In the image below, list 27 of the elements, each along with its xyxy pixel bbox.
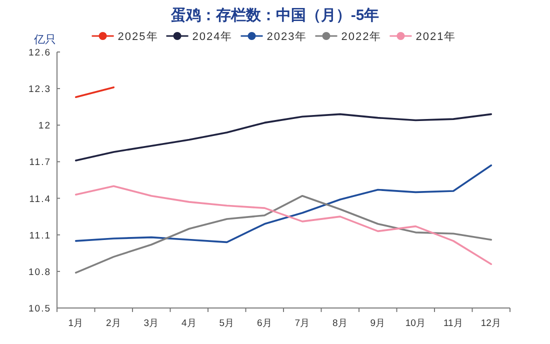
y-tick-label: 11.4: [29, 194, 51, 205]
x-tick-label: 7月: [294, 318, 310, 329]
legend-label: 2021年: [416, 31, 456, 43]
legend-label: 2024年: [192, 31, 233, 43]
legend-label: 2025年: [118, 31, 158, 43]
y-tick-label: 10.8: [28, 266, 51, 278]
y-axis-title: 亿只: [33, 34, 56, 46]
y-tick-label: 12: [38, 120, 51, 132]
x-tick-label: 1月: [68, 318, 84, 329]
x-tick-label: 10月: [405, 318, 426, 329]
legend-label: 2022年: [341, 31, 382, 43]
x-tick-label: 12月: [480, 318, 502, 329]
x-tick-label: 2月: [106, 318, 122, 329]
x-tick-label: 6月: [256, 318, 272, 329]
x-tick-label: 11月: [443, 318, 464, 329]
y-tick-label: 12.3: [28, 84, 51, 96]
y-tick-label: 11.7: [29, 157, 51, 168]
legend-label: 2023年: [266, 31, 308, 43]
x-tick-label: 5月: [219, 318, 235, 329]
chart-title: 蛋鸡：存栏数：中国（月）-5年: [170, 7, 380, 24]
x-tick-label: 8月: [332, 318, 348, 329]
x-tick-label: 4月: [181, 318, 197, 329]
y-tick-label: 12.6: [28, 48, 51, 58]
y-tick-label: 10.5: [28, 304, 51, 314]
x-tick-label: 3月: [144, 318, 160, 329]
y-tick-label: 11.1: [29, 230, 51, 242]
x-tick-label: 9月: [370, 318, 386, 329]
